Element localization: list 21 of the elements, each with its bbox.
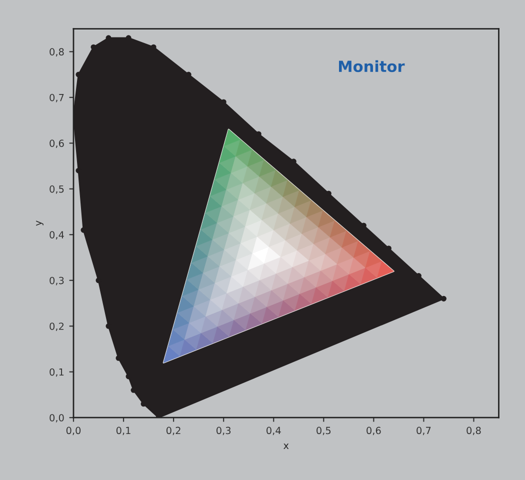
- y-tick-label: 0,5: [50, 185, 64, 194]
- y-tick-label: 0,8: [50, 48, 64, 56]
- x-tick-label: 0,7: [416, 426, 431, 436]
- y-axis-title: y: [36, 220, 44, 226]
- x-axis-title: x: [284, 444, 289, 449]
- y-tick-label: 0,1: [50, 368, 64, 377]
- y-tick-label: 0,4: [50, 231, 64, 240]
- x-tick-label: 0,2: [166, 426, 180, 436]
- x-tick-label: 0,3: [216, 426, 231, 436]
- y-tick-label: 0,0: [50, 414, 64, 422]
- x-tick-label: 0,6: [366, 426, 381, 436]
- y-tick-label: 0,7: [50, 94, 64, 102]
- y-tick-label: 0,6: [50, 140, 64, 148]
- x-tick-label: 0,0: [66, 426, 81, 436]
- x-tick-label: 0,1: [116, 426, 130, 436]
- x-tick-label: 0,5: [316, 426, 331, 436]
- annotation: Monitor: [339, 60, 405, 72]
- y-tick-label: 0,2: [50, 322, 64, 331]
- y-tick-label: 0,3: [50, 276, 64, 286]
- x-tick-label: 0,4: [266, 426, 281, 436]
- x-tick-label: 0,8: [466, 426, 481, 436]
